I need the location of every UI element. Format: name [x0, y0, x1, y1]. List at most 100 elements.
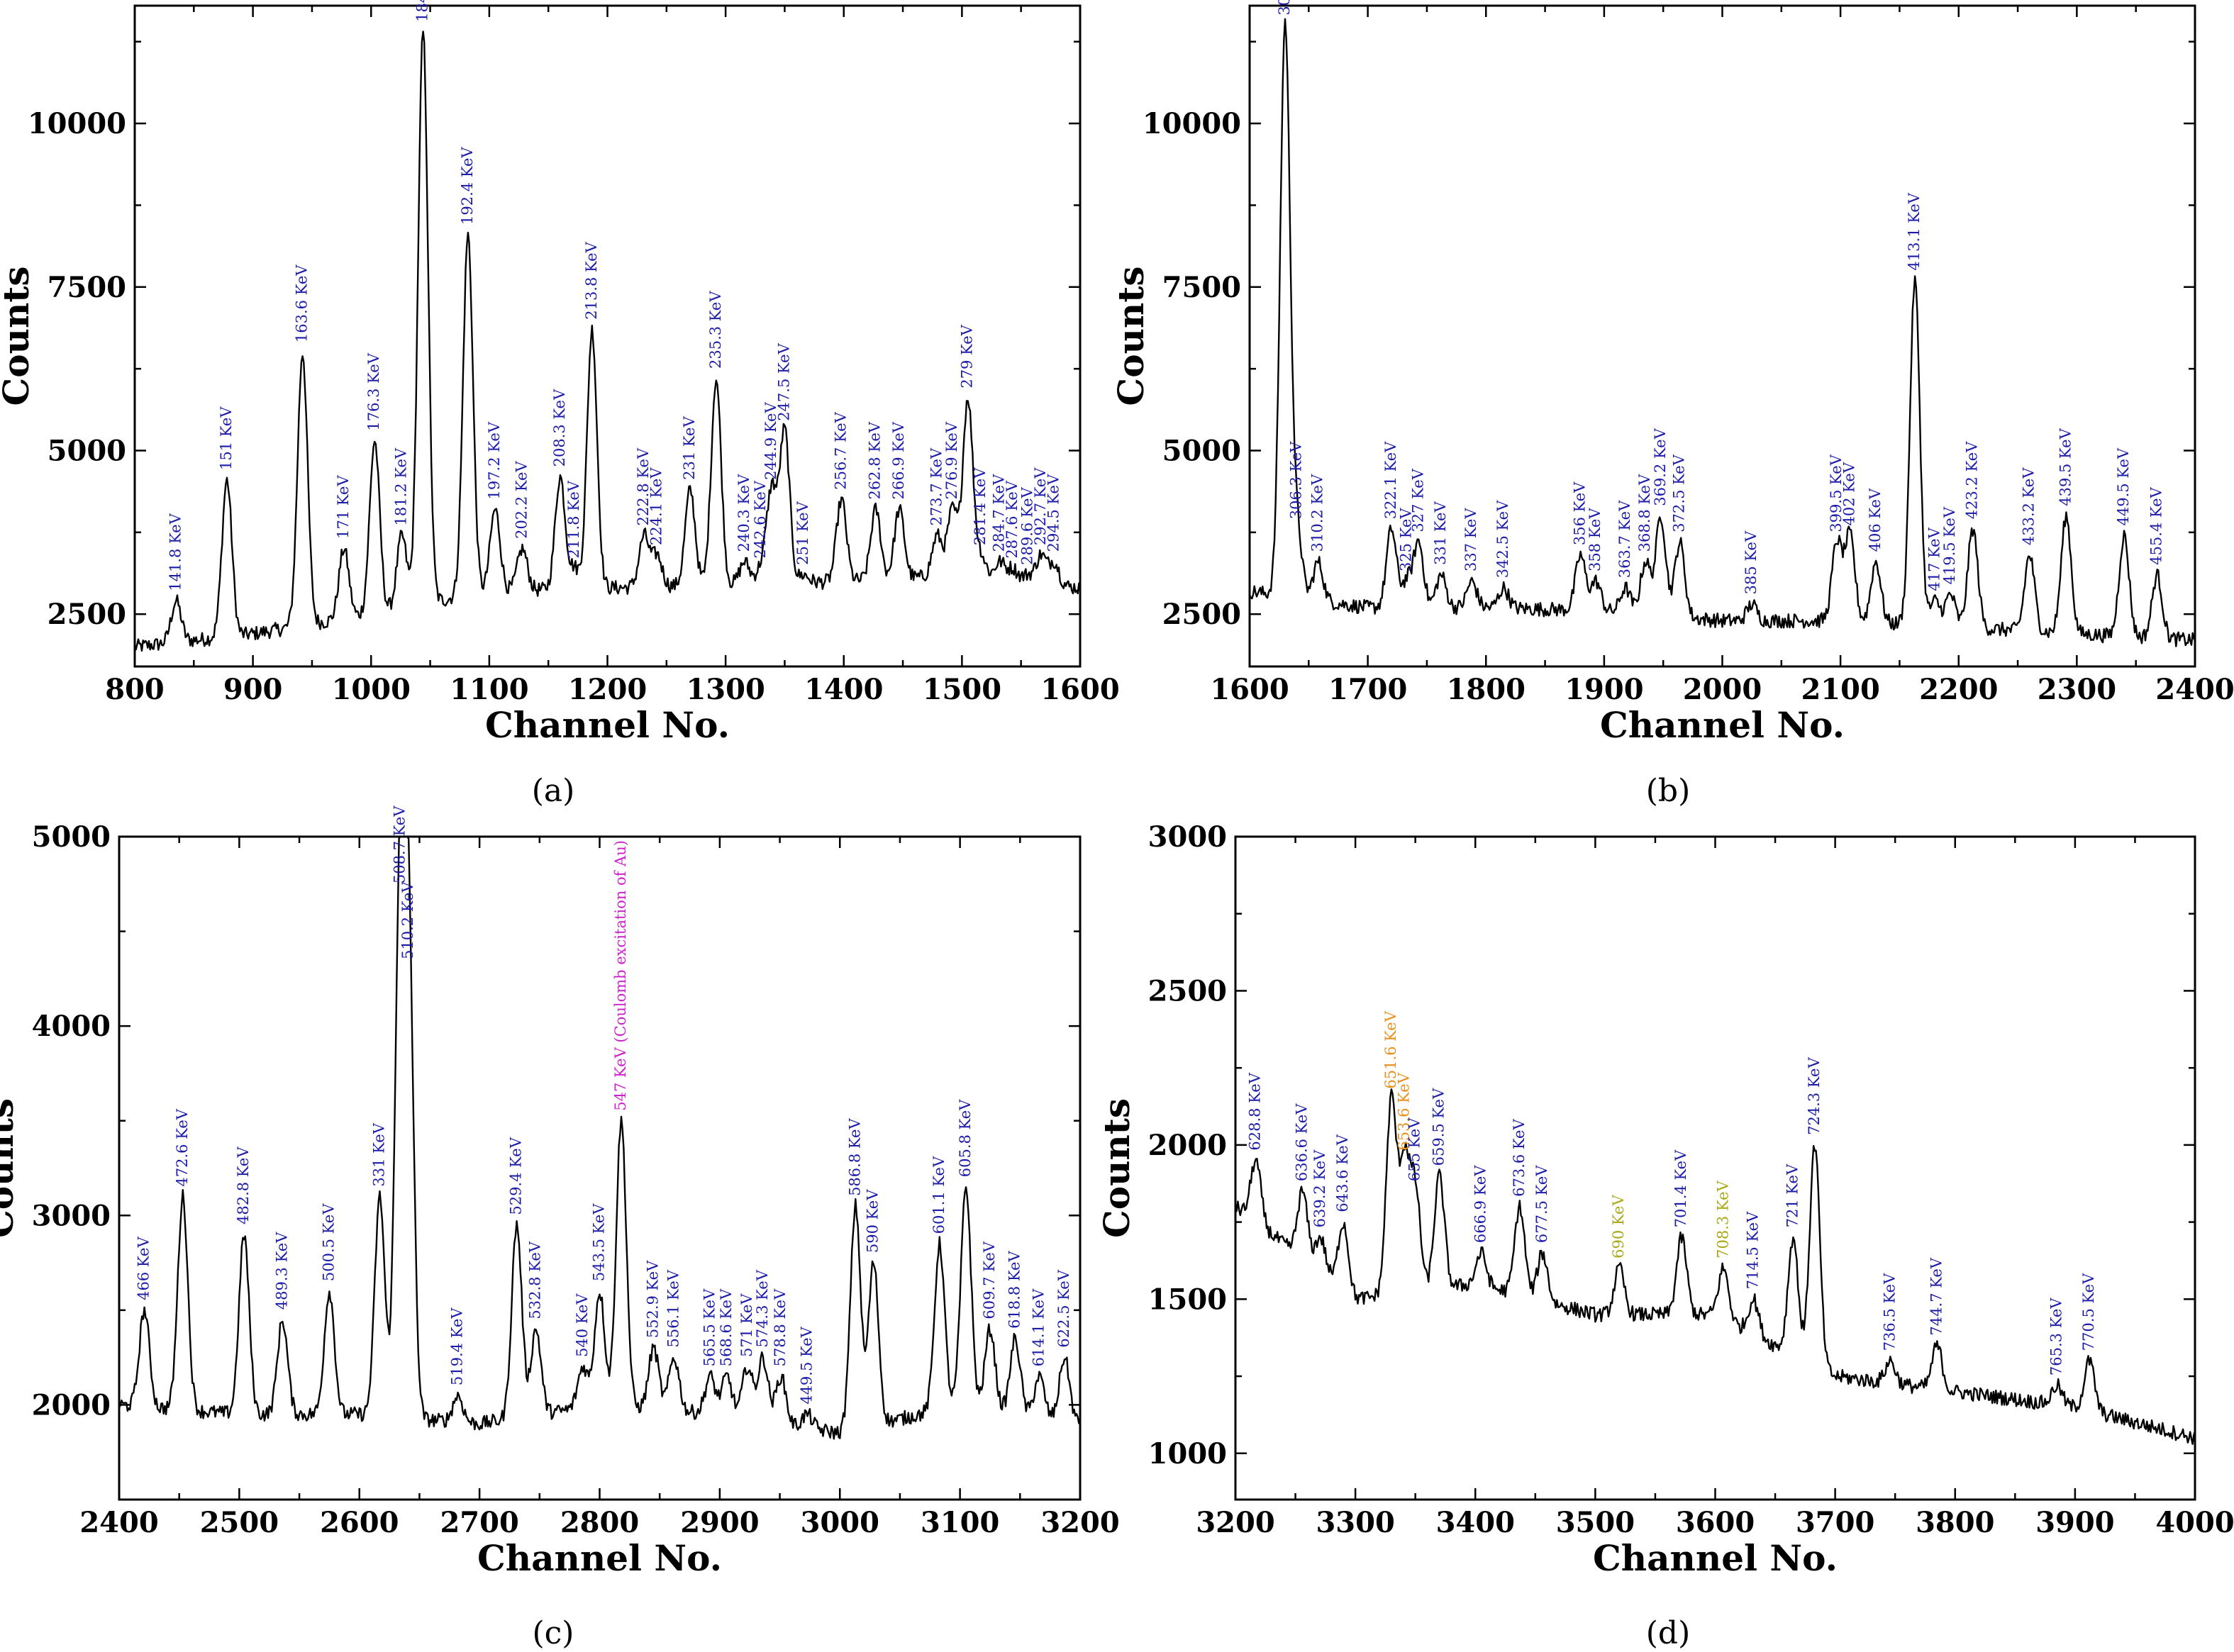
x-tick-label: 3100 [921, 1506, 999, 1539]
peak-label: 744.7 KeV [1928, 1257, 1945, 1335]
panel-caption: (d) [1646, 1615, 1691, 1651]
peak-label: 358 KeV [1586, 508, 1604, 571]
x-tick-label: 2800 [560, 1506, 639, 1539]
peak-label: 653.6 KeV [1395, 1072, 1412, 1150]
peak-label: 294.5 KeV [1045, 474, 1062, 552]
peak-label: 184.6 KeV [414, 0, 431, 22]
chart-panel-d: 3200 3300 3400 3500 3600 3700 3800 3900 4000 1000… [1096, 820, 2234, 1651]
peak-label: 197.2 KeV [486, 421, 503, 499]
peak-label: 508.7 KeV [391, 805, 408, 883]
spectrum-trace [1235, 1088, 2196, 1445]
peak-label: 770.5 KeV [2080, 1273, 2097, 1351]
peak-label: 399.5 KeV [1828, 454, 1845, 532]
x-tick-label: 2000 [1683, 673, 1762, 706]
y-tick-label: 10000 [28, 107, 126, 140]
peak-label: 439.5 KeV [2057, 428, 2074, 506]
x-tick-label: 3400 [1436, 1506, 1515, 1539]
x-tick-label: 2900 [680, 1506, 759, 1539]
x-tick-label: 2200 [1919, 673, 1998, 706]
panel-caption: (c) [533, 1615, 574, 1651]
x-axis-title: Channel No. [1600, 704, 1845, 746]
peak-label: 765.3 KeV [2048, 1297, 2065, 1375]
peak-label: 540 KeV [574, 1293, 591, 1357]
x-tick-label: 1100 [450, 673, 528, 706]
peak-label: 628.8 KeV [1247, 1072, 1264, 1150]
peak-label: 419.5 KeV [1941, 506, 1958, 584]
x-tick-label: 800 [105, 673, 165, 706]
peak-label: 287.6 KeV [1004, 480, 1021, 558]
peak-label: 151 KeV [218, 406, 235, 470]
peak-label: 529.4 KeV [508, 1137, 525, 1215]
peak-label: 337 KeV [1462, 508, 1479, 571]
peak-label: 368.8 KeV [1636, 474, 1653, 552]
spectrum-trace [133, 30, 1081, 652]
peak-label: 655 KeV [1406, 1117, 1423, 1181]
x-tick-label: 4000 [2155, 1506, 2234, 1539]
plot-frame [133, 4, 1082, 668]
peak-label: 385 KeV [1743, 530, 1760, 594]
peak-label: 690 KeV [1610, 1195, 1627, 1258]
x-tick-label: 2400 [79, 1506, 158, 1539]
x-axis-title: Channel No. [485, 704, 730, 746]
peak-label: 547 KeV (Coulomb excitation of Au) [612, 840, 629, 1111]
x-tick-label: 1600 [1210, 673, 1289, 706]
peak-label: 211.8 KeV [565, 480, 582, 558]
x-tick-label: 1000 [332, 673, 411, 706]
plot-frame [1234, 835, 2196, 1501]
x-tick-label: 2500 [200, 1506, 279, 1539]
peak-label: 590 KeV [865, 1189, 882, 1253]
peak-label: 659.5 KeV [1430, 1088, 1447, 1166]
peak-label: 417 KeV [1925, 527, 1943, 591]
y-tick-label: 2500 [1162, 598, 1241, 631]
peak-label: 208.3 KeV [551, 389, 568, 467]
y-tick-label: 1500 [1148, 1283, 1227, 1316]
peak-label: 724.3 KeV [1806, 1057, 1823, 1135]
peak-label: 406 KeV [1867, 488, 1884, 552]
y-tick-label: 5000 [1162, 434, 1241, 467]
x-axis-title: Channel No. [477, 1537, 722, 1579]
x-tick-label: 1500 [923, 673, 1001, 706]
x-tick-label: 1200 [568, 673, 647, 706]
x-tick-label: 1800 [1447, 673, 1526, 706]
peak-label: 449.5 KeV [799, 1326, 816, 1404]
peak-label: 224.1 KeV [648, 467, 665, 545]
peak-label: 714.5 KeV [1745, 1211, 1762, 1289]
chart-panel-c: 2400 2500 2600 2700 2800 2900 3000 3100 3200 2000… [0, 805, 1120, 1651]
spectrum-trace [118, 835, 1080, 1440]
peak-label: 292.7 KeV [1032, 467, 1049, 545]
x-tick-label: 3200 [1040, 1506, 1119, 1539]
peak-label: 568.6 KeV [718, 1288, 735, 1366]
x-tick-label: 3200 [1196, 1506, 1274, 1539]
y-tick-label: 7500 [1162, 271, 1241, 304]
peak-label: 423.2 KeV [1964, 441, 1981, 519]
y-axis-title: Counts [0, 1098, 21, 1238]
peak-label: 701.4 KeV [1672, 1149, 1689, 1227]
spectrum-trace [1248, 18, 2196, 647]
peak-label: 489.3 KeV [273, 1232, 290, 1310]
peak-label: 622.5 KeV [1055, 1269, 1072, 1347]
peak-label: 213.8 KeV [583, 241, 600, 319]
y-tick-label: 2000 [32, 1388, 111, 1422]
x-tick-label: 3900 [2035, 1506, 2114, 1539]
peak-label: 279 KeV [959, 324, 976, 388]
peak-label: 413.1 KeV [1906, 192, 1923, 270]
peak-label: 322.1 KeV [1382, 441, 1399, 519]
peak-label: 363.7 KeV [1616, 500, 1633, 578]
panel-caption: (b) [1646, 773, 1691, 809]
x-tick-label: 2300 [2038, 673, 2116, 706]
peak-label: 605.8 KeV [957, 1099, 974, 1177]
peak-label: 304.3 KeV [1276, 0, 1293, 16]
peak-label: 466 KeV [135, 1237, 152, 1300]
peak-label: 614.1 KeV [1030, 1288, 1047, 1366]
peak-label: 244.9 KeV [762, 402, 779, 480]
peak-label: 543.5 KeV [591, 1203, 608, 1281]
peak-label: 251 KeV [794, 501, 811, 565]
peak-label: 677.5 KeV [1533, 1165, 1550, 1243]
peak-label: 639.2 KeV [1311, 1149, 1328, 1227]
x-tick-label: 3000 [801, 1506, 879, 1539]
peak-label: 556.1 KeV [665, 1269, 682, 1347]
peak-label: 163.6 KeV [294, 264, 311, 342]
x-tick-label: 3800 [1916, 1506, 1994, 1539]
peak-label: 601.1 KeV [930, 1156, 947, 1234]
x-tick-label: 3600 [1676, 1506, 1755, 1539]
